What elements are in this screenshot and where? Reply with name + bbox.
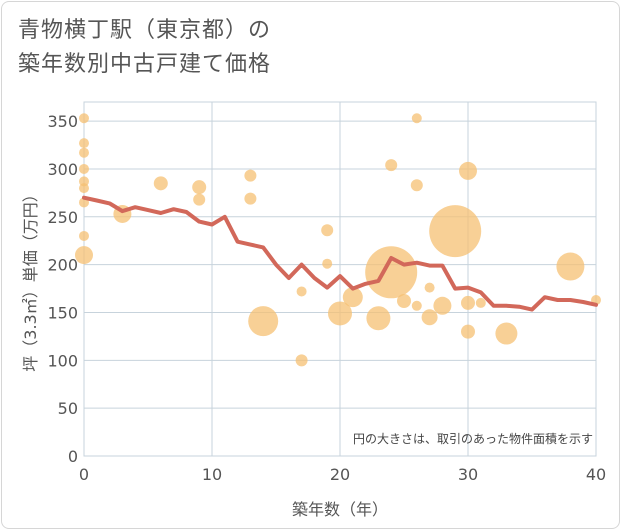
scatter-bubble	[153, 176, 168, 191]
scatter-bubbles	[75, 113, 601, 367]
scatter-bubble	[411, 113, 422, 124]
scatter-bubble	[365, 246, 418, 299]
scatter-bubble	[410, 179, 423, 192]
scatter-bubble	[397, 294, 411, 309]
scatter-bubble	[79, 183, 89, 194]
y-tick-label: 50	[58, 399, 78, 418]
scatter-bubble	[75, 246, 93, 265]
scatter-bubble	[411, 300, 422, 311]
y-tick-labels: 0 50 100 150 200 250 300 350	[47, 112, 78, 466]
scatter-bubble	[322, 258, 333, 269]
x-tick-labels: 0 10 20 30 40	[79, 465, 606, 484]
scatter-bubble	[366, 306, 391, 331]
scatter-bubble	[461, 295, 475, 310]
scatter-bubble	[79, 147, 89, 158]
x-tick-label: 10	[202, 465, 222, 484]
average-price-line	[82, 195, 598, 312]
scatter-bubble	[79, 230, 89, 241]
scatter-bubble	[424, 282, 435, 293]
x-tick-label: 40	[586, 465, 606, 484]
chart-title-line2: 築年数別中古戸建て価格	[18, 52, 272, 77]
scatter-bubble	[421, 309, 438, 326]
scatter-bubble	[244, 169, 257, 182]
scatter-bubble	[296, 286, 307, 297]
y-tick-label: 350	[47, 112, 78, 131]
scatter-bubble	[461, 324, 475, 339]
scatter-bubble	[459, 161, 477, 180]
y-axis-label: 坪（3.3㎡）単価（万円）	[21, 186, 40, 371]
y-tick-label: 250	[47, 208, 78, 227]
x-axis-label: 築年数（年）	[292, 500, 388, 519]
y-tick-label: 200	[47, 256, 78, 275]
scatter-bubble	[433, 296, 452, 315]
plot-border	[83, 101, 597, 457]
scatter-bubble	[342, 287, 363, 308]
scatter-bubble	[495, 322, 518, 345]
scatter-bubble	[193, 193, 206, 206]
y-tick-label: 100	[47, 351, 78, 370]
scatter-bubble	[328, 301, 352, 326]
scatter-bubble	[244, 192, 257, 205]
scatter-bubble	[475, 297, 486, 308]
scatter-bubble	[79, 163, 89, 174]
chart-title: 青物横丁駅（東京都）の 築年数別中古戸建て価格	[18, 14, 271, 82]
scatter-bubble	[429, 205, 482, 258]
scatter-bubble	[79, 138, 89, 149]
x-tick-label: 20	[330, 465, 350, 484]
scatter-bubble	[385, 159, 398, 172]
chart-title-line1: 青物横丁駅（東京都）の	[18, 18, 272, 43]
scatter-bubble	[79, 113, 89, 124]
y-tick-label: 300	[47, 160, 78, 179]
scatter-bubble	[192, 180, 207, 195]
scatter-bubble	[321, 224, 334, 237]
y-tick-label: 0	[68, 447, 78, 466]
x-tick-label: 30	[458, 465, 478, 484]
x-tick-label: 0	[79, 465, 89, 484]
bubble-size-note: 円の大きさは、取引のあった物件面積を示す	[353, 431, 593, 446]
scatter-bubble	[295, 354, 308, 367]
scatter-bubble	[248, 306, 279, 337]
y-tick-label: 150	[47, 303, 78, 322]
scatter-bubble	[556, 252, 585, 281]
